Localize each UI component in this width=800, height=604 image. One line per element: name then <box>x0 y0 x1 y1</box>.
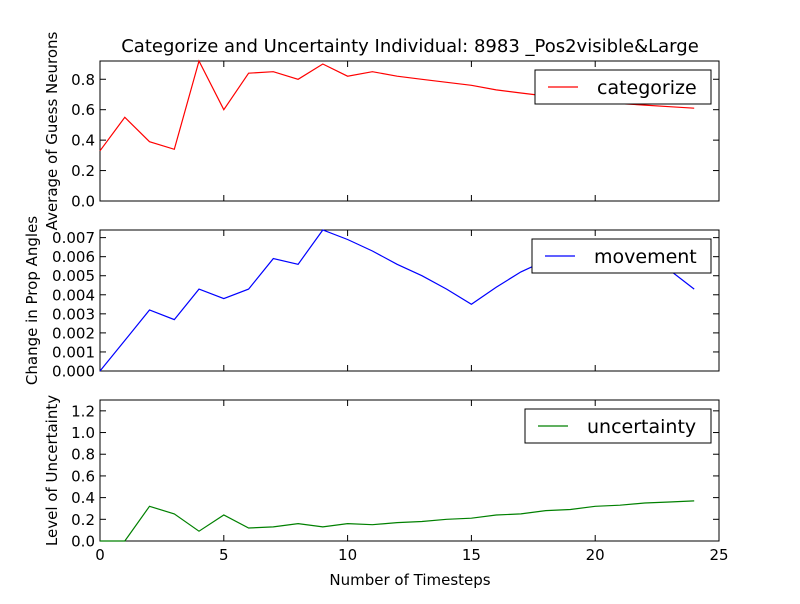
y-tick-label: 0.2 <box>71 511 95 529</box>
y-tick-label: 0.006 <box>52 248 95 266</box>
y-tick-label: 0.005 <box>52 267 95 285</box>
y-tick-label: 0.6 <box>71 467 95 485</box>
legend: movement <box>531 238 712 274</box>
y-tick-label: 0.002 <box>52 324 95 342</box>
x-tick-label: 20 <box>586 546 605 564</box>
subplot-3: 0.0 0.2 0.4 0.6 0.8 1.0 1.2 0 5 10 15 20 25 Level of … <box>43 395 729 564</box>
y-tick-label: 0.4 <box>71 489 95 507</box>
y-tick-label: 0.001 <box>52 343 95 361</box>
x-tick-label: 10 <box>338 546 357 564</box>
figure-title: Categorize and Uncertainty Individual: 8… <box>121 36 699 57</box>
y-axis-label: Average of Guess Neurons <box>43 31 61 230</box>
x-tick-label: 5 <box>219 546 229 564</box>
y-tick-label: 0.0 <box>71 533 95 551</box>
y-tick-label: 1.0 <box>71 424 95 442</box>
legend-label: movement <box>594 246 697 268</box>
axes-frame <box>99 60 720 202</box>
y-tick-label: 0.4 <box>71 132 95 150</box>
legend-label: categorize <box>597 77 697 99</box>
x-tick-label: 15 <box>462 546 481 564</box>
y-tick-label: 1.2 <box>71 402 95 420</box>
y-tick-label: 0.6 <box>71 101 95 119</box>
axes-frame <box>99 399 720 542</box>
legend: uncertainty <box>524 408 712 444</box>
x-tick-label: 0 <box>95 546 105 564</box>
y-tick-label: 0.8 <box>71 446 95 464</box>
legend-label: uncertainty <box>587 416 696 438</box>
y-tick-label: 0.004 <box>52 286 95 304</box>
legend: categorize <box>534 69 712 105</box>
series-line-uncertainty <box>100 500 695 542</box>
subplot-2: 0.000 0.0010.0020.0030.0040.0050.0060.007… <box>23 216 720 385</box>
axes-frame <box>99 229 720 372</box>
x-axis-label: Number of Timesteps <box>329 571 490 589</box>
subplot-1: 0.0 0.2 0.4 0.6 0.8 Average of Guess Neurons c… <box>43 31 720 230</box>
x-tick-label: 25 <box>709 546 728 564</box>
y-tick-label: 0.003 <box>52 305 95 323</box>
y-tick-label: 0.007 <box>52 229 95 247</box>
y-tick-label: 0.2 <box>71 162 95 180</box>
y-axis-label: Change in Prop Angles <box>23 216 41 385</box>
y-tick-label: 0.8 <box>71 71 95 89</box>
y-axis-label: Level of Uncertainty <box>43 395 61 546</box>
y-tick-label: 0.0 <box>71 193 95 211</box>
y-tick-label: 0.000 <box>52 363 95 381</box>
